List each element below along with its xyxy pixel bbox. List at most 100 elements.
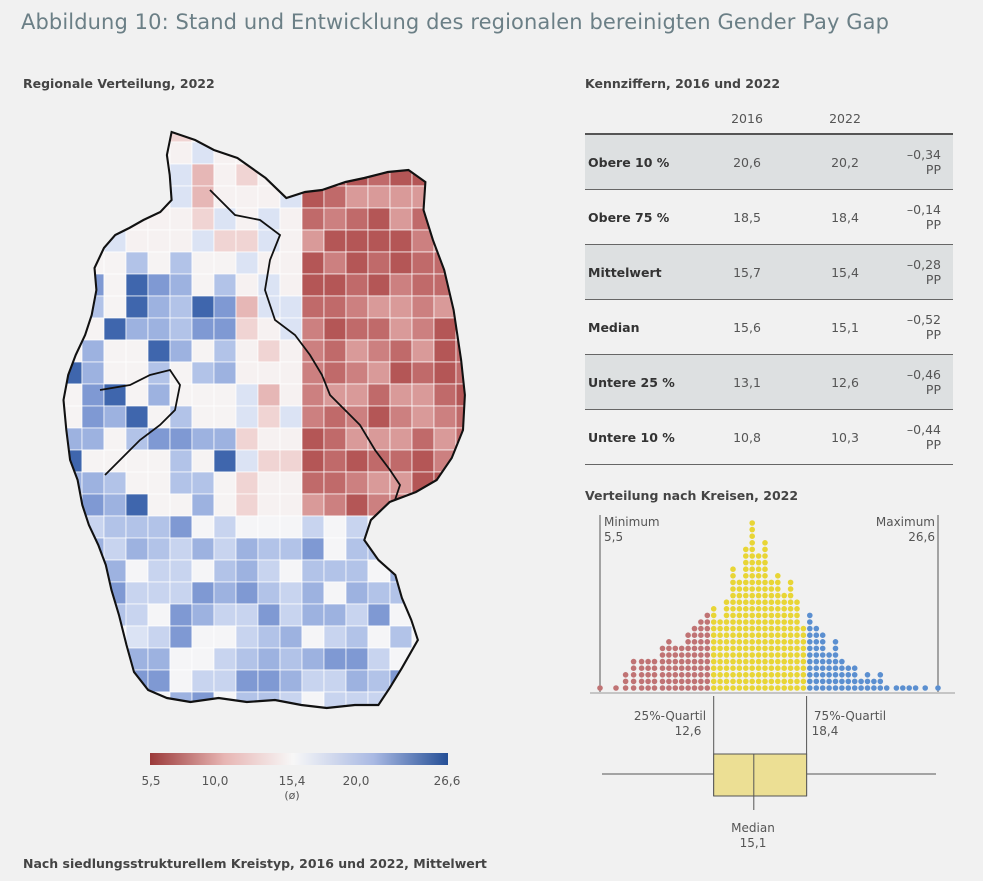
district-dot (704, 645, 711, 652)
district-dot (736, 599, 743, 605)
district-region (389, 647, 413, 671)
district-dot (762, 625, 768, 632)
district-dot (762, 678, 768, 685)
district-region (389, 185, 413, 209)
district-region (455, 559, 465, 583)
district-region (301, 669, 325, 693)
district-region (389, 229, 413, 253)
district-dot (864, 678, 871, 685)
district-dot (775, 573, 781, 579)
district-dot (691, 639, 698, 645)
district-region (257, 449, 281, 473)
district-dot (749, 632, 755, 638)
district-region (170, 736, 192, 740)
district-region (235, 273, 259, 297)
district-region (301, 163, 325, 187)
change-value: –0,14 PP (894, 189, 953, 245)
district-dot (704, 665, 711, 671)
district-dot (819, 672, 826, 678)
district-dot (678, 652, 685, 658)
district-region (411, 141, 435, 165)
district-dot (775, 592, 781, 599)
district-region (257, 273, 281, 297)
district-dot (736, 625, 743, 632)
district-dot (832, 672, 839, 678)
district-dot (762, 586, 768, 592)
district-dot (775, 652, 781, 658)
district-dot (768, 685, 775, 691)
district-region (191, 493, 215, 517)
district-dot (755, 612, 762, 619)
district-region (433, 691, 457, 708)
district-dot (685, 685, 691, 691)
district-region (213, 361, 237, 385)
district-region (125, 537, 149, 561)
district-dot (807, 619, 813, 625)
district-region (104, 714, 126, 736)
district-region (301, 132, 325, 143)
district-dot (666, 652, 672, 658)
district-region (63, 273, 83, 297)
district-region (125, 405, 149, 429)
district-dot (749, 645, 755, 652)
district-region (192, 736, 214, 740)
district-region (411, 669, 435, 693)
district-dot (775, 606, 781, 612)
district-region (125, 163, 149, 187)
district-dot (755, 559, 762, 566)
district-dot (723, 599, 730, 605)
district-dot (755, 599, 762, 605)
district-dot (819, 685, 826, 691)
district-dot (781, 652, 787, 658)
district-dot (622, 685, 629, 691)
district-region (103, 405, 127, 429)
district-region (147, 339, 171, 363)
district-region (433, 559, 457, 583)
district-region (389, 141, 413, 165)
district-dot (787, 579, 794, 586)
district-region (235, 383, 259, 407)
district-region (345, 339, 369, 363)
district-dot (832, 658, 839, 665)
district-region (257, 537, 281, 561)
district-region (411, 603, 435, 627)
district-dot (717, 645, 723, 652)
district-region (191, 515, 215, 539)
district-dot (832, 652, 839, 658)
district-dot (743, 553, 749, 559)
district-dot (781, 606, 787, 612)
district-dot (845, 685, 852, 691)
district-region (367, 471, 391, 495)
district-dot (826, 652, 832, 658)
district-dot (710, 612, 717, 619)
district-dot (749, 533, 755, 539)
district-region (345, 141, 369, 165)
district-region (81, 625, 105, 649)
district-region (103, 273, 127, 297)
district-region (323, 405, 347, 429)
district-region (257, 493, 281, 517)
district-region (191, 471, 215, 495)
district-region (345, 515, 369, 539)
district-region (412, 714, 434, 736)
change-value: –0,44 PP (894, 409, 953, 465)
district-region (63, 317, 83, 341)
table-header-2016: 2016 (698, 103, 796, 135)
district-region (389, 317, 413, 341)
district-region (411, 295, 435, 319)
district-region (81, 132, 105, 143)
district-region (63, 493, 83, 517)
district-region (191, 559, 215, 583)
district-dot (638, 665, 645, 671)
district-dot (775, 579, 781, 586)
district-region (235, 251, 259, 275)
district-region (390, 714, 412, 736)
district-dot (768, 632, 775, 638)
district-dot (755, 579, 762, 586)
district-dot (762, 553, 768, 559)
district-dot (768, 652, 775, 658)
district-dot (807, 665, 813, 671)
district-dot (775, 645, 781, 652)
district-dot (704, 672, 711, 678)
district-region (323, 493, 347, 517)
